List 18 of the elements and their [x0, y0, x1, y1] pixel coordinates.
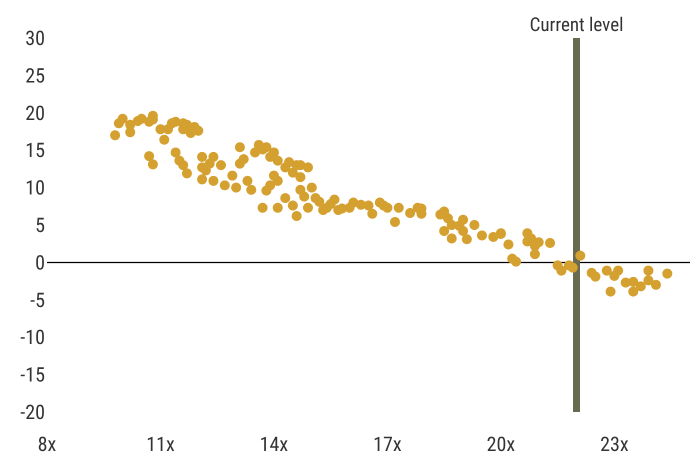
x-tick-label: 23x: [600, 432, 629, 456]
ref-line-label: Current level: [530, 13, 624, 36]
y-tick-label: 30: [25, 26, 45, 50]
x-tick-label: 8x: [38, 432, 57, 456]
y-tick-label: 0: [35, 250, 45, 274]
x-tick-label: 11x: [146, 432, 175, 456]
y-tick-label: -10: [20, 325, 45, 350]
x-tick-label: 20x: [486, 432, 516, 456]
y-tick-label: 25: [25, 63, 46, 88]
y-tick-label: 15: [25, 138, 46, 162]
y-tick-label: -15: [20, 362, 46, 387]
y-tick-label: 10: [25, 176, 45, 200]
y-tick-label: -20: [20, 400, 45, 424]
x-tick-label: 14x: [260, 432, 288, 456]
y-tick-label: 5: [35, 213, 46, 237]
x-tick-label: 17x: [373, 432, 402, 456]
y-tick-label: -5: [30, 288, 46, 312]
y-tick-label: 20: [25, 100, 45, 125]
